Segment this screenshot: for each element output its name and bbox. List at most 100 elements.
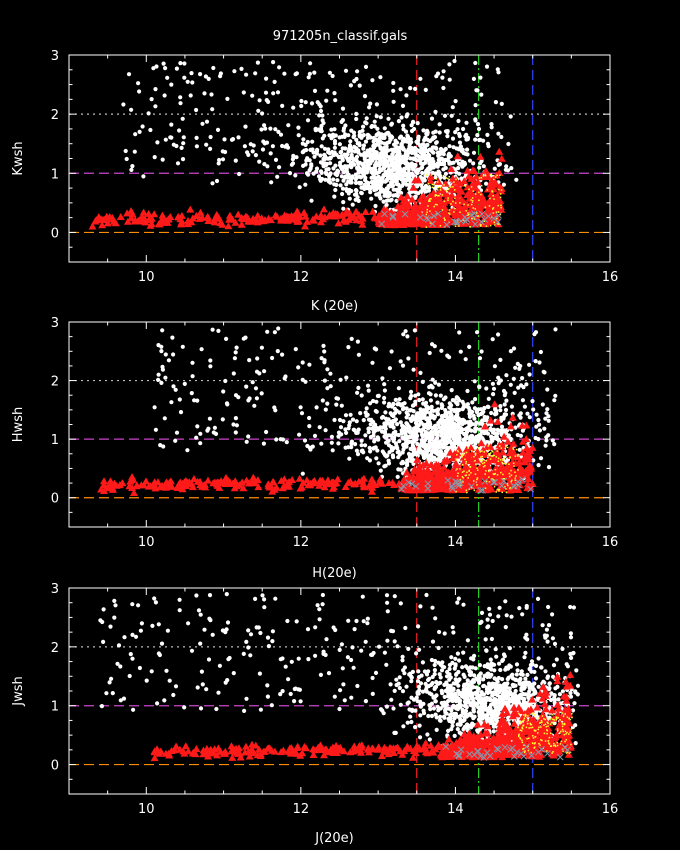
galaxy-point — [418, 182, 423, 187]
galaxy-point — [499, 431, 504, 436]
galaxy-point — [374, 114, 379, 119]
galaxy-point — [194, 144, 199, 149]
star-triangle — [515, 457, 524, 465]
galaxy-point — [373, 164, 378, 169]
star-triangle — [467, 481, 476, 488]
yellow-point — [429, 198, 431, 200]
yellow-point — [466, 471, 468, 474]
galaxy-point — [198, 431, 203, 436]
yellow-point — [492, 207, 495, 209]
galaxy-point — [429, 116, 435, 121]
yellow-point — [496, 488, 498, 491]
yellow-point — [443, 184, 445, 186]
galaxy-point — [463, 357, 468, 362]
galaxy-point — [527, 362, 532, 367]
galaxy-point — [303, 379, 308, 384]
galaxy-point — [307, 424, 312, 429]
star-triangle — [427, 208, 436, 216]
galaxy-point — [397, 166, 402, 171]
galaxy-point — [363, 64, 369, 69]
galaxy-point — [257, 159, 262, 164]
galaxy-point — [328, 155, 333, 160]
galaxy-point — [536, 684, 541, 689]
galaxy-point — [475, 133, 480, 138]
yellow-point — [514, 479, 516, 481]
galaxy-point — [371, 148, 376, 153]
star-triangle — [164, 215, 173, 223]
star-triangle — [254, 483, 263, 491]
galaxy-point — [498, 667, 503, 673]
galaxy-point — [333, 163, 338, 168]
galaxy-point — [357, 134, 362, 139]
galaxy-point — [239, 66, 244, 71]
yellow-point — [498, 490, 500, 492]
yellow-point — [450, 203, 452, 205]
galaxy-point — [433, 186, 438, 191]
galaxy-point — [386, 148, 391, 153]
galaxy-point — [160, 157, 165, 162]
galaxy-point — [331, 177, 336, 182]
galaxy-point — [372, 145, 377, 150]
galaxy-point — [416, 136, 421, 141]
yellow-point — [476, 478, 478, 481]
yellow-point — [492, 208, 494, 210]
galaxy-point — [471, 150, 477, 155]
star-triangle — [448, 454, 457, 462]
galaxy-point — [404, 428, 409, 433]
galaxy-point — [395, 422, 400, 427]
galaxy-point — [420, 397, 425, 402]
galaxy-point — [232, 69, 237, 74]
galaxy-point — [265, 329, 270, 334]
star-triangle — [261, 216, 270, 224]
cross-point — [412, 482, 420, 490]
galaxy-point — [413, 708, 418, 713]
galaxy-point — [473, 103, 478, 108]
cross-point — [443, 221, 451, 229]
galaxy-point — [471, 76, 476, 81]
galaxy-point — [531, 407, 536, 412]
galaxy-point — [449, 113, 454, 118]
galaxy-point — [398, 359, 403, 364]
galaxy-point — [324, 161, 329, 166]
galaxy-point — [221, 389, 226, 394]
galaxy-point — [354, 158, 359, 163]
yellow-point — [443, 200, 446, 203]
yellow-point — [484, 465, 486, 467]
galaxy-point — [329, 434, 334, 439]
galaxy-point — [430, 170, 435, 175]
yellow-point — [460, 484, 462, 487]
galaxy-point — [465, 420, 470, 425]
yellow-point — [503, 478, 506, 480]
galaxy-point — [501, 388, 507, 394]
galaxy-point — [159, 344, 164, 349]
galaxy-point — [476, 126, 482, 132]
galaxy-point — [425, 149, 430, 154]
yellow-point — [470, 450, 473, 452]
galaxy-point — [232, 356, 237, 361]
galaxy-point — [457, 330, 462, 335]
yellow-point — [448, 212, 450, 214]
yellow-point — [470, 203, 473, 206]
galaxy-point — [499, 134, 504, 140]
star-triangle — [341, 483, 350, 490]
cross-point — [468, 482, 475, 490]
galaxy-point — [359, 443, 364, 448]
galaxy-point — [545, 675, 550, 681]
yellow-point — [497, 460, 500, 462]
galaxy-point — [337, 135, 342, 140]
galaxy-point — [129, 167, 134, 172]
yellow-point — [491, 190, 493, 192]
galaxy-point — [361, 165, 366, 170]
galaxy-point — [195, 424, 200, 429]
galaxy-point — [408, 429, 413, 434]
galaxy-point — [254, 396, 259, 401]
galaxy-point — [409, 123, 414, 128]
galaxy-point — [344, 187, 349, 192]
galaxy-point — [358, 152, 364, 157]
galaxy-point — [362, 154, 367, 159]
galaxy-point — [159, 380, 164, 385]
cross-point — [416, 214, 424, 221]
yellow-point — [427, 183, 430, 185]
galaxy-point — [422, 145, 427, 150]
